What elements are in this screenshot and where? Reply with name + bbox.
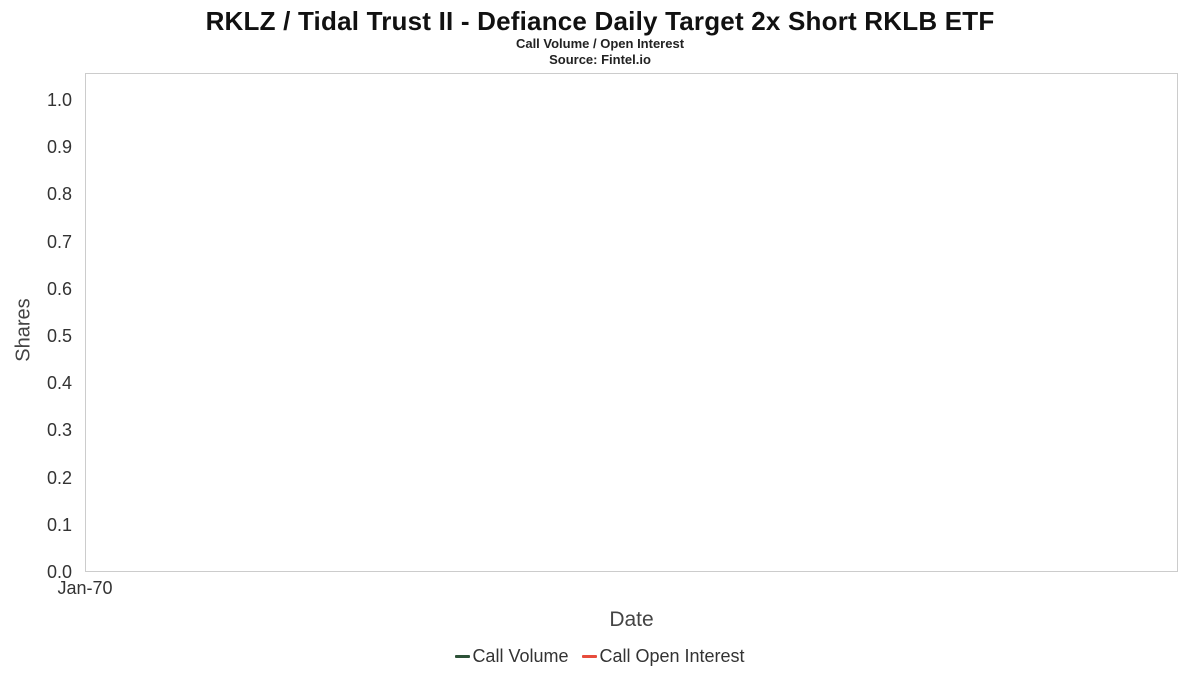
legend: Call Volume Call Open Interest bbox=[0, 646, 1200, 667]
y-tick-label: 0.6 bbox=[46, 278, 72, 299]
y-tick-label: 0.2 bbox=[46, 467, 72, 488]
y-tick-label: 1.0 bbox=[46, 90, 72, 110]
y-tick-label: 0.9 bbox=[46, 137, 72, 158]
y-axis-label: Shares bbox=[12, 298, 35, 362]
y-tick-label: 0.3 bbox=[46, 420, 72, 441]
y-tick-label: 0.0 bbox=[46, 562, 72, 582]
chart-source: Source: Fintel.io bbox=[549, 52, 651, 67]
legend-item-call-volume: Call Volume bbox=[455, 646, 568, 667]
y-tick-label: 0.8 bbox=[46, 184, 72, 205]
y-tick-label: 0.7 bbox=[46, 231, 72, 252]
legend-label: Call Volume bbox=[472, 646, 569, 666]
x-axis-label: Date bbox=[609, 608, 654, 631]
call-volume-line-swatch-icon bbox=[455, 655, 471, 658]
plot-area bbox=[85, 73, 1178, 572]
y-tick-label: 0.5 bbox=[46, 326, 72, 346]
y-tick-label: 0.1 bbox=[46, 514, 72, 535]
legend-label: Call Open Interest bbox=[599, 646, 745, 666]
legend-item-call-open-interest: Call Open Interest bbox=[582, 646, 745, 667]
call-open-interest-line-swatch-icon bbox=[582, 655, 598, 658]
chart-title: RKLZ / Tidal Trust II - Defiance Daily T… bbox=[205, 6, 995, 36]
y-tick-label: 0.4 bbox=[46, 373, 72, 394]
chart-subtitle: Call Volume / Open Interest bbox=[515, 36, 685, 51]
x-tick-label: Jan-70 bbox=[57, 578, 113, 598]
y-axis-ticks: 0.0 0.1 0.2 0.3 0.4 0.5 0.6 0.7 0.8 0.9 1.0 bbox=[0, 0, 78, 675]
